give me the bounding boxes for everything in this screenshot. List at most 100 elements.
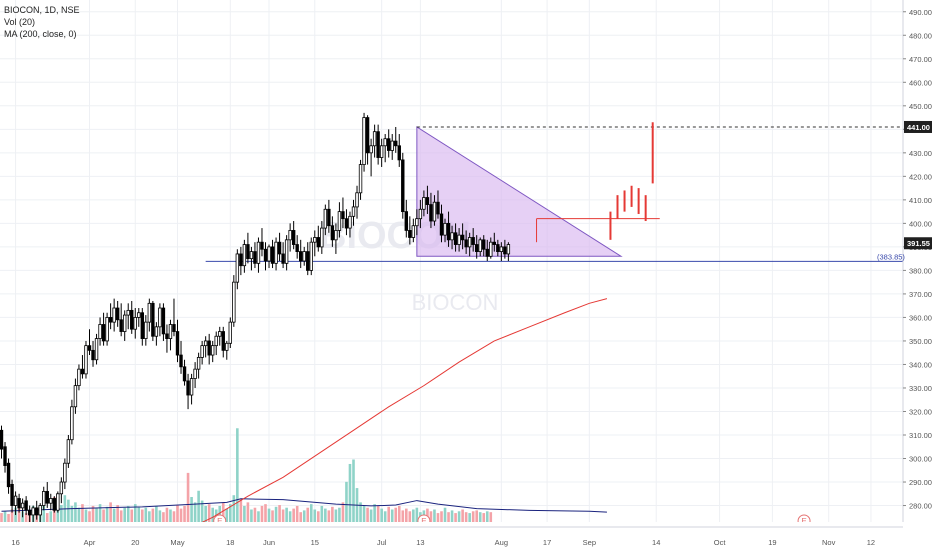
candle-body xyxy=(443,222,447,236)
volume-bar xyxy=(207,504,211,522)
volume-bar xyxy=(380,508,383,522)
candle-body xyxy=(464,239,468,248)
candle-body xyxy=(73,385,78,408)
volume-bar xyxy=(415,507,419,522)
volume-bar xyxy=(320,505,324,522)
volume-bar xyxy=(331,506,334,522)
volume-bar xyxy=(24,513,28,522)
volume-bar xyxy=(345,481,348,522)
volume-bar xyxy=(464,512,468,522)
y-tick-label: 330.00 xyxy=(909,384,932,393)
candle-body xyxy=(249,251,254,260)
price-label: 441.00 xyxy=(907,123,930,132)
volume-bar xyxy=(447,512,450,522)
volume-bar xyxy=(376,505,380,522)
candle-body xyxy=(323,208,328,229)
candle-body xyxy=(355,192,359,208)
candle-body xyxy=(362,117,366,165)
x-tick-label: 14 xyxy=(652,538,660,547)
volume-bar xyxy=(176,505,179,522)
earnings-marker-label: E xyxy=(421,517,426,526)
earnings-marker-label: E xyxy=(801,517,806,526)
candle-body xyxy=(130,309,134,330)
volume-bar xyxy=(126,505,130,522)
volume-bar xyxy=(405,508,408,522)
x-tick-label: Nov xyxy=(822,538,836,547)
x-tick-label: Sep xyxy=(583,538,596,547)
legend-volume[interactable]: Vol (20) xyxy=(4,17,36,27)
ma-line xyxy=(187,298,608,530)
volume-bar xyxy=(236,428,239,522)
candle-body xyxy=(186,380,190,396)
x-tick-label: 19 xyxy=(768,538,776,547)
volume-bar xyxy=(130,509,134,522)
volume-bar xyxy=(309,504,313,522)
candle-body xyxy=(365,117,370,154)
volume-bar xyxy=(151,508,155,522)
candle-body xyxy=(478,239,482,252)
x-tick-label: Jul xyxy=(377,538,387,547)
candle-body xyxy=(210,345,215,356)
volume-bar xyxy=(74,502,77,522)
candle-body xyxy=(13,495,18,506)
candle-body xyxy=(94,338,99,361)
candle-body xyxy=(496,244,500,252)
candle-body xyxy=(270,246,275,264)
volume-bar xyxy=(397,505,401,522)
price-label-box xyxy=(904,237,932,250)
candle-body xyxy=(306,251,310,271)
candle-body xyxy=(182,366,187,382)
volume-bar xyxy=(387,506,390,522)
candle-body xyxy=(123,314,127,332)
y-tick-label: 410.00 xyxy=(909,196,932,205)
volume-bar xyxy=(10,509,14,522)
candle-body xyxy=(172,324,176,332)
candle-body xyxy=(84,345,88,375)
volume-bar xyxy=(88,511,91,522)
y-tick-label: 460.00 xyxy=(909,78,932,87)
y-tick-label: 350.00 xyxy=(909,337,932,346)
candle-body xyxy=(485,248,489,257)
candle-body xyxy=(383,138,387,147)
volume-bar xyxy=(260,505,264,522)
volume-bar xyxy=(144,507,148,522)
volume-bar xyxy=(475,510,478,522)
volume-bar xyxy=(271,510,274,522)
candle-body xyxy=(298,251,303,262)
candle-body xyxy=(408,230,412,238)
legend-symbol[interactable]: BIOCON, 1D, NSE xyxy=(4,5,80,15)
candle-body xyxy=(499,246,504,252)
legend-ma[interactable]: MA (200, close, 0) xyxy=(4,29,77,39)
candle-body xyxy=(369,145,373,154)
volume-bar xyxy=(288,511,292,522)
candle-body xyxy=(133,317,137,330)
candle-body xyxy=(126,309,130,316)
candle-body xyxy=(436,201,440,215)
candle-body xyxy=(284,239,289,264)
candle-body xyxy=(429,204,433,222)
candle-body xyxy=(80,368,85,375)
candle-body xyxy=(239,253,243,267)
volume-bar xyxy=(91,505,95,522)
candle-body xyxy=(386,138,391,151)
y-tick-label: 340.00 xyxy=(909,360,932,369)
candle-body xyxy=(38,505,42,516)
y-axis-panel xyxy=(903,0,932,550)
volume-bar xyxy=(292,508,295,522)
x-tick-label: 12 xyxy=(867,538,875,547)
volume-bar xyxy=(369,509,373,522)
candle-body xyxy=(221,331,225,351)
price-label-support: (383.85) xyxy=(877,252,905,261)
y-tick-label: 370.00 xyxy=(909,290,932,299)
candle-body xyxy=(235,253,240,283)
candle-body xyxy=(108,317,113,323)
candle-body xyxy=(119,319,123,332)
candle-body xyxy=(291,230,296,245)
candle-body xyxy=(196,357,201,370)
candle-body xyxy=(348,215,352,229)
volume-bar xyxy=(394,507,398,522)
candle-body xyxy=(253,251,257,264)
candle-body xyxy=(506,244,511,255)
